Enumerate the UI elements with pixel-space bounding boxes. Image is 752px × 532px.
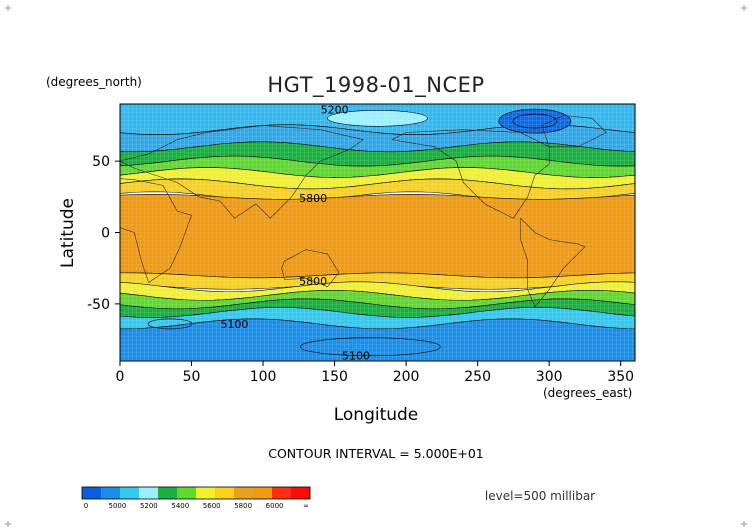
x-tick-label: 50 bbox=[183, 369, 201, 385]
x-tick-label: 0 bbox=[116, 369, 125, 385]
contour-label: 5200 bbox=[321, 104, 349, 117]
colorbar-label: 5400 bbox=[171, 502, 189, 510]
colorbar: 0 5000 5200 5400 5600 5800 6000 ∞ bbox=[81, 486, 311, 510]
level-text: level=500 millibar bbox=[485, 489, 595, 503]
y-unit-label: (degrees_north) bbox=[46, 75, 142, 89]
contour-label: 5800 bbox=[299, 192, 327, 205]
colorbar-swatch bbox=[82, 487, 102, 499]
colorbar-frame bbox=[81, 486, 311, 500]
colorbar-label: 5600 bbox=[203, 502, 221, 510]
grid-overlay bbox=[120, 104, 635, 361]
x-tick-label: 100 bbox=[250, 369, 277, 385]
y-tick-label: 50 bbox=[92, 154, 110, 170]
colorbar-swatch bbox=[291, 487, 311, 499]
colorbar-swatch bbox=[139, 487, 159, 499]
x-unit-label: (degrees_east) bbox=[543, 386, 632, 400]
colorbar-swatch bbox=[215, 487, 235, 499]
x-tick-label: 350 bbox=[607, 369, 634, 385]
corner-marks bbox=[5, 5, 747, 527]
colorbar-label: 5200 bbox=[140, 502, 158, 510]
colorbar-label: 0 bbox=[84, 502, 88, 510]
x-tick-label: 200 bbox=[393, 369, 420, 385]
contour-label: 5100 bbox=[220, 318, 248, 331]
x-axis: 0 50 100 150 200 250 300 350 bbox=[116, 361, 634, 385]
plot-area: 5200 5800 5800 5100 5100 bbox=[119, 103, 636, 362]
contour-label: 5800 bbox=[299, 275, 327, 288]
colorbar-label: 5800 bbox=[234, 502, 252, 510]
colorbar-swatch bbox=[120, 487, 140, 499]
colorbar-swatch bbox=[101, 487, 121, 499]
x-axis-label: Longitude bbox=[334, 405, 419, 425]
x-tick-label: 250 bbox=[464, 369, 491, 385]
y-tick-label: -50 bbox=[87, 297, 110, 313]
colorbar-swatch bbox=[158, 487, 178, 499]
y-axis: 50 0 -50 bbox=[87, 154, 120, 313]
colorbar-swatch bbox=[177, 487, 197, 499]
colorbar-swatch bbox=[253, 487, 273, 499]
y-axis-label: Latitude bbox=[58, 198, 78, 268]
contour-label: 5100 bbox=[342, 349, 370, 362]
colorbar-label: 5000 bbox=[109, 502, 127, 510]
x-tick-label: 150 bbox=[321, 369, 348, 385]
colorbar-swatch bbox=[196, 487, 216, 499]
x-tick-label: 300 bbox=[536, 369, 563, 385]
chart-title: HGT_1998-01_NCEP bbox=[267, 73, 484, 98]
contour-interval-text: CONTOUR INTERVAL = 5.000E+01 bbox=[268, 446, 484, 461]
y-tick-label: 0 bbox=[101, 226, 110, 242]
colorbar-swatch bbox=[234, 487, 254, 499]
colorbar-swatch bbox=[272, 487, 292, 499]
colorbar-label: ∞ bbox=[303, 502, 309, 510]
colorbar-label: 6000 bbox=[266, 502, 284, 510]
